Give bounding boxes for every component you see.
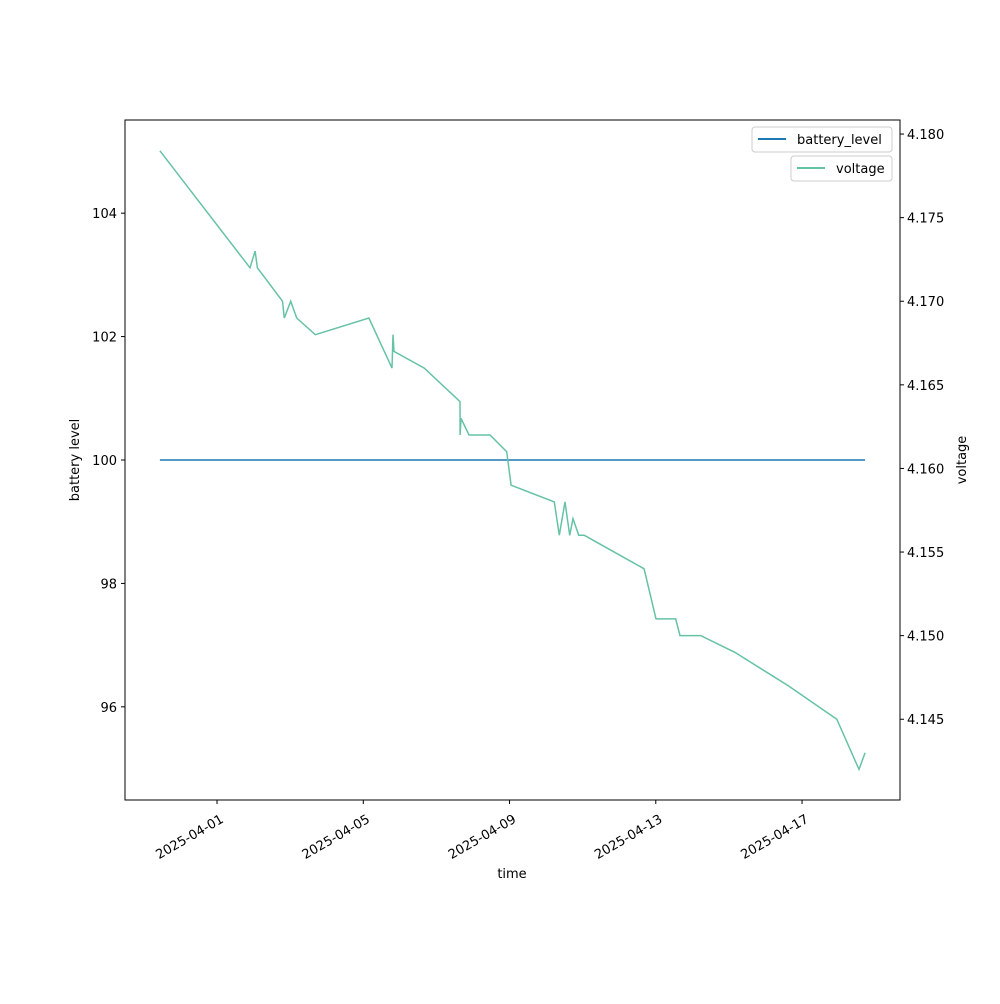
y-right-tick-label: 4.145 <box>907 713 944 728</box>
y-left-tick-label: 100 <box>92 454 117 469</box>
legend-battery-label: battery_level <box>797 133 882 148</box>
y-left-tick-label: 104 <box>92 207 117 222</box>
y-right-tick-label: 4.160 <box>907 462 944 477</box>
y-axis-right-label: voltage <box>955 436 970 485</box>
y-right-tick-label: 4.180 <box>907 128 944 143</box>
y-right-tick-label: 4.155 <box>907 546 944 561</box>
y-right-tick-label: 4.175 <box>907 212 944 227</box>
y-axis-left-label: battery level <box>68 419 83 502</box>
x-tick-label: 2025-04-13 <box>592 812 665 863</box>
y-right-tick-label: 4.170 <box>907 295 944 310</box>
x-tick-label: 2025-04-01 <box>153 812 226 863</box>
y-left-tick-label: 96 <box>100 701 117 716</box>
y-axis-left: 96 98 100 102 104 <box>92 207 125 716</box>
y-right-tick-label: 4.165 <box>907 379 944 394</box>
legend-voltage-label: voltage <box>836 162 885 177</box>
x-tick-label: 2025-04-05 <box>300 812 373 863</box>
y-axis-right: 4.145 4.150 4.155 4.160 4.165 4.170 4.175 4.180 <box>900 128 944 728</box>
plot-lines <box>159 150 866 772</box>
x-axis: 2025-04-01 2025-04-05 2025-04-09 2025-04-13… <box>153 800 811 863</box>
x-axis-label: time <box>497 867 526 882</box>
legend-voltage: voltage <box>790 155 893 182</box>
x-tick-label: 2025-04-17 <box>738 812 811 863</box>
series-line-voltage <box>159 150 866 772</box>
y-left-tick-label: 98 <box>100 577 117 592</box>
y-left-tick-label: 102 <box>92 331 117 346</box>
x-tick-label: 2025-04-09 <box>446 812 519 863</box>
legend-battery: battery_level <box>751 126 893 153</box>
y-right-tick-label: 4.150 <box>907 630 944 645</box>
